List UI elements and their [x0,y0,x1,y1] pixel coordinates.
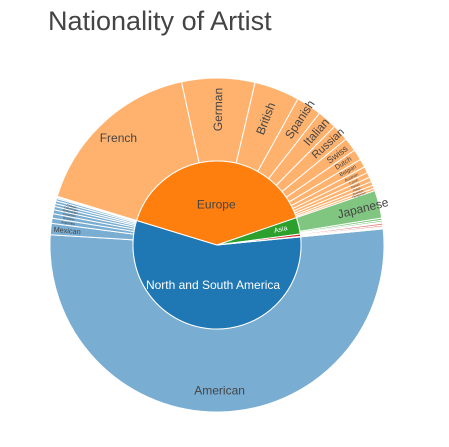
label-europe: Europe [197,198,236,212]
label-brazilian: Brazilian [63,216,75,222]
label-french: French [100,131,137,145]
label-german: German [211,88,225,131]
outer-ring [49,77,385,413]
segment-north-and-south-america[interactable] [132,219,302,330]
segment-unknown[interactable] [216,235,302,246]
label-austrian: Austrian [344,172,359,183]
label-venezuelan: Venezuelan [62,208,79,215]
segment-europe[interactable] [136,160,298,246]
chart-title: Nationality of Artist [48,6,272,36]
inner-ring [132,160,302,330]
label-north-and-south-america: North and South America [146,278,280,292]
label-hungarian: Hungarian [352,191,367,199]
label-danish: Danish [350,182,360,189]
label-mexican: Mexican [53,225,81,237]
label-argentine: Argentine [61,220,76,226]
label-chilean: Chilean [66,203,77,210]
label-czech: Czech [349,178,359,186]
label-american: American [194,383,245,397]
label-swedish: Swedish [352,189,364,197]
label-canadian: Canadian [63,212,77,219]
label-asia: Asia [273,225,288,235]
label-polish: Polish [352,186,361,193]
label-colombian: Colombian [63,205,78,212]
